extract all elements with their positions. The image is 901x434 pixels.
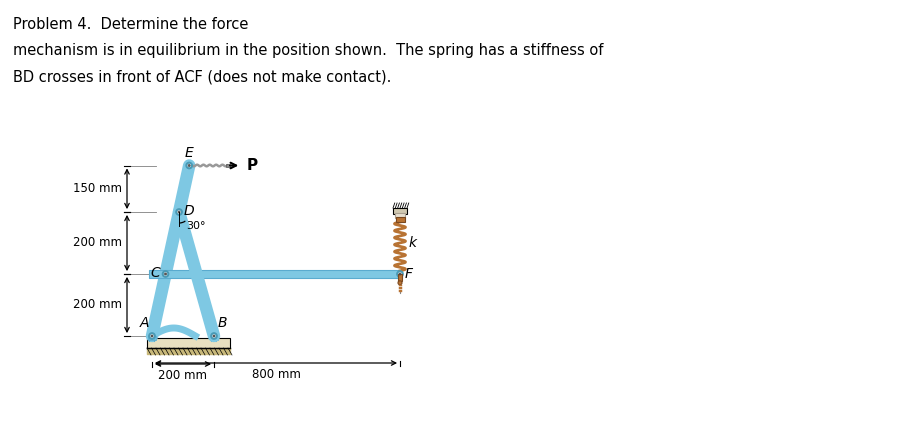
Circle shape: [178, 211, 180, 213]
Text: 200 mm: 200 mm: [159, 369, 207, 382]
Bar: [395, 213, 405, 217]
Text: BD crosses in front of ACF (does not make contact).: BD crosses in front of ACF (does not mak…: [13, 69, 391, 84]
Text: D: D: [184, 204, 195, 218]
Circle shape: [397, 271, 403, 277]
Polygon shape: [149, 336, 150, 342]
Polygon shape: [149, 270, 402, 278]
Bar: [398, 274, 402, 281]
Text: Problem 4.  Determine the force: Problem 4. Determine the force: [13, 17, 253, 32]
Bar: [393, 208, 407, 214]
Text: P: P: [246, 158, 258, 173]
Circle shape: [188, 164, 190, 167]
Text: mechanism is in equilibrium in the position shown.  The spring has a stiffness o: mechanism is in equilibrium in the posit…: [13, 43, 608, 58]
Bar: [148, 336, 156, 340]
Circle shape: [151, 335, 153, 337]
Polygon shape: [153, 336, 156, 342]
Text: 150 mm: 150 mm: [73, 182, 122, 195]
Circle shape: [163, 271, 168, 277]
Text: 200 mm: 200 mm: [73, 299, 122, 312]
Circle shape: [165, 273, 167, 275]
Text: F: F: [405, 267, 413, 281]
Polygon shape: [215, 336, 218, 342]
Circle shape: [177, 209, 182, 215]
Circle shape: [187, 163, 192, 168]
Circle shape: [399, 273, 401, 275]
Text: 800 mm: 800 mm: [251, 368, 300, 381]
Text: B: B: [218, 316, 227, 330]
Text: 30°: 30°: [186, 221, 205, 231]
Circle shape: [150, 333, 155, 339]
Bar: [210, 336, 218, 340]
Text: k: k: [409, 237, 417, 250]
Circle shape: [398, 281, 402, 285]
Polygon shape: [210, 336, 213, 342]
Bar: [147, 338, 230, 348]
Bar: [226, 164, 230, 167]
Circle shape: [213, 335, 215, 337]
Text: A: A: [140, 316, 149, 330]
Circle shape: [211, 333, 217, 339]
Text: 200 mm: 200 mm: [73, 237, 122, 250]
Text: C: C: [150, 266, 160, 280]
Bar: [396, 217, 405, 222]
Text: E: E: [185, 145, 194, 160]
